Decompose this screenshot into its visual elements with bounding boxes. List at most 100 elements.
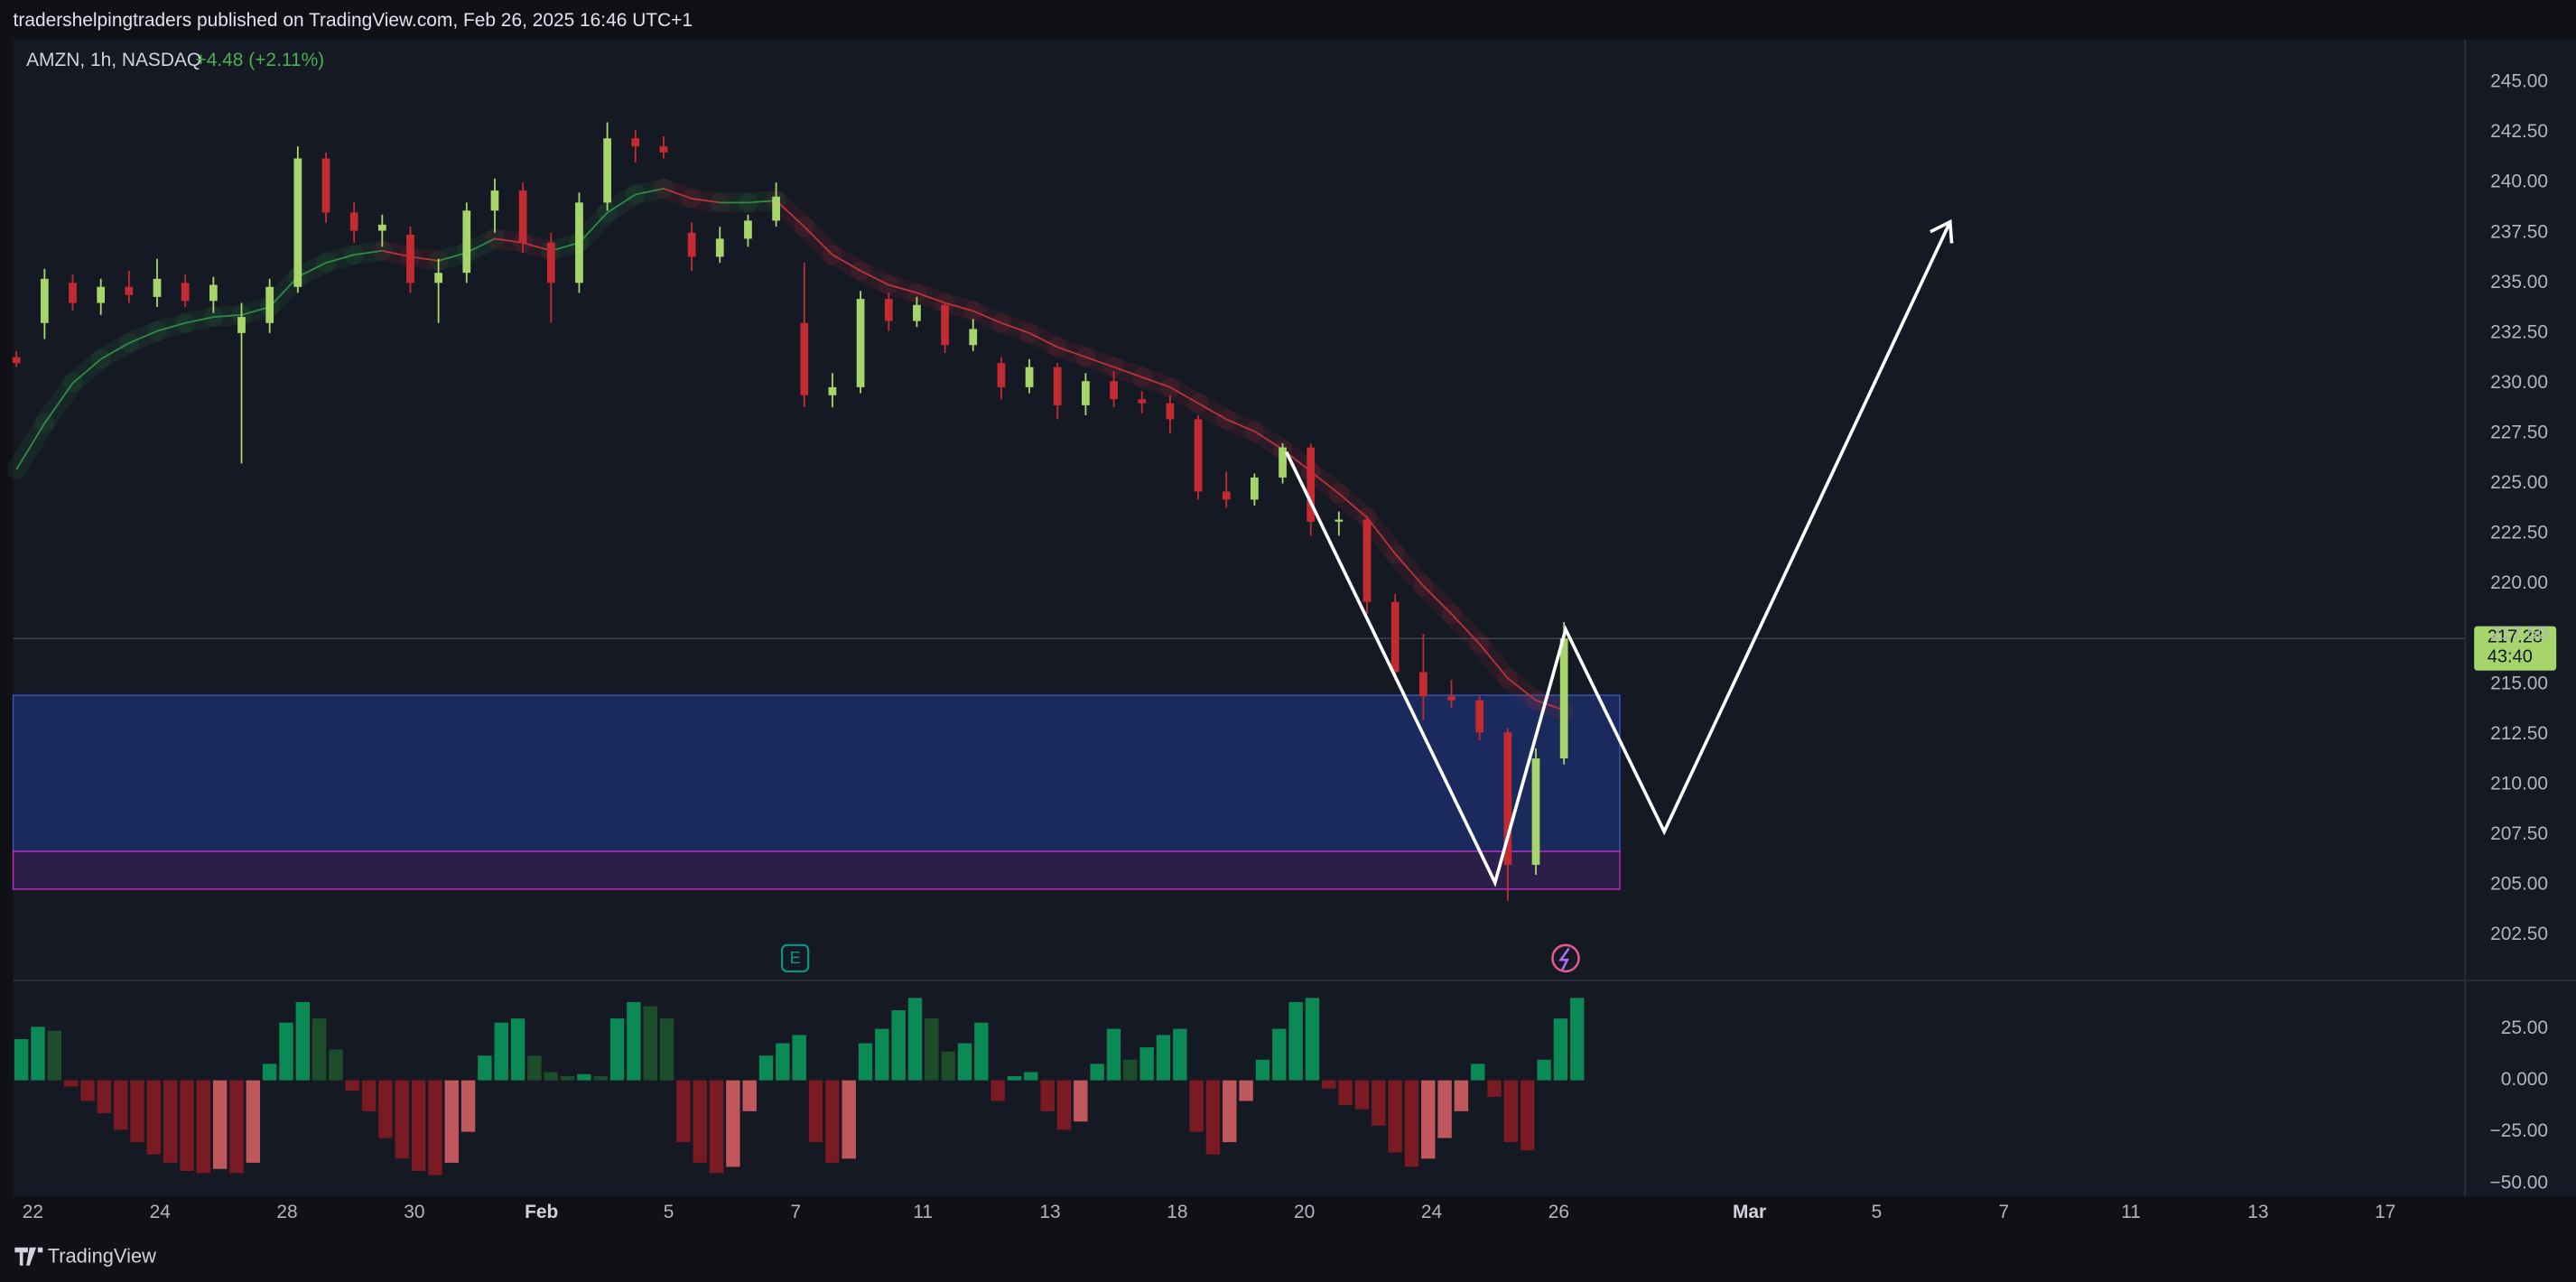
histogram-bar — [80, 1080, 95, 1101]
earnings-label[interactable]: E — [790, 949, 801, 967]
y-tick-label: 232.50 — [2490, 321, 2548, 342]
x-tick-label: 28 — [276, 1202, 297, 1222]
ema-segment — [775, 200, 805, 228]
histogram-bar — [279, 1022, 293, 1081]
x-tick-label: 17 — [2375, 1202, 2395, 1222]
ema-segment — [241, 306, 270, 316]
candle-body — [434, 273, 443, 283]
candle-body — [237, 317, 246, 333]
histogram-bar — [510, 1018, 525, 1081]
y-tick-label: 215.00 — [2490, 673, 2548, 693]
dividend-icon[interactable] — [1551, 943, 1580, 973]
ema-segment — [269, 276, 299, 308]
plot: 22 24 28 30 Feb 5 7 11 13 18 20 24 26 Mar 5 7 11 13 17 — [6, 122, 2465, 1222]
candle-body — [209, 284, 218, 302]
histogram-bar — [808, 1080, 823, 1143]
x-tick-label: 7 — [1998, 1202, 2009, 1222]
y-tick-label: 217.50 — [2490, 623, 2548, 644]
histogram-bar — [1553, 1018, 1568, 1081]
histogram-bar — [229, 1080, 244, 1174]
candle-body — [518, 190, 527, 243]
y-tick-label: 245.00 — [2490, 71, 2548, 92]
y-tick-label: 222.50 — [2490, 523, 2548, 543]
candle-body — [1251, 477, 1259, 500]
candle-body — [12, 357, 21, 364]
ema-segment — [1225, 418, 1255, 432]
histogram-bar — [1305, 998, 1320, 1081]
y-tick-label: 25.00 — [2501, 1017, 2548, 1038]
ema-segment — [71, 358, 102, 385]
x-tick-label: 24 — [150, 1202, 172, 1222]
ema-segment — [297, 262, 327, 278]
candle-body — [687, 232, 696, 257]
x-tick-label: 7 — [791, 1202, 802, 1222]
histogram-bar — [1189, 1080, 1204, 1132]
candle-body — [406, 234, 414, 283]
histogram-bar — [609, 1018, 625, 1081]
ema-segment — [888, 283, 917, 294]
histogram-bar — [825, 1080, 840, 1163]
y-tick-label: 242.50 — [2490, 121, 2548, 142]
histogram-bar — [1173, 1028, 1187, 1081]
ema-segment — [325, 254, 355, 264]
histogram-bar — [295, 1001, 310, 1081]
countdown: 43:40 — [2488, 646, 2533, 666]
histogram-bar — [1354, 1080, 1370, 1110]
histogram-bar — [1255, 1059, 1270, 1081]
candle-body — [349, 212, 358, 231]
x-tick-label: 5 — [1872, 1202, 1883, 1222]
x-tick-label: Mar — [1733, 1202, 1766, 1222]
histogram-bar — [130, 1080, 144, 1143]
ema-segment — [522, 241, 552, 252]
candle-body — [1531, 758, 1540, 865]
histogram-bar — [560, 1076, 575, 1081]
ema-segment — [1253, 431, 1284, 451]
histogram-bar — [1139, 1047, 1154, 1081]
candle-body — [1082, 381, 1090, 405]
histogram-bar — [907, 998, 923, 1081]
histogram-bar — [444, 1080, 459, 1163]
ema-segment — [1535, 699, 1565, 711]
ema-segment — [1338, 492, 1368, 519]
histogram-bar — [643, 1006, 657, 1081]
earnings-icon[interactable] — [780, 943, 810, 973]
ema-segment — [494, 237, 524, 244]
histogram-bar — [212, 1080, 228, 1169]
histogram-bar — [460, 1080, 476, 1132]
ema-segment — [213, 313, 242, 318]
candle-body — [1390, 601, 1400, 673]
candle-body — [462, 210, 471, 274]
histogram-bar — [776, 1043, 790, 1081]
ema-segment — [1169, 386, 1199, 404]
y-tick-label: 225.00 — [2490, 472, 2548, 493]
candle-body — [321, 158, 330, 213]
histogram-bar — [411, 1080, 426, 1172]
projection-arrowhead — [1930, 218, 1954, 244]
candle-body — [659, 146, 668, 153]
ema-segment — [832, 254, 861, 272]
y-tick-label: 235.00 — [2490, 272, 2548, 293]
histogram-bar — [1156, 1035, 1171, 1081]
ema-segment — [1141, 376, 1171, 388]
histogram-bar — [31, 1027, 45, 1081]
histogram-bar — [1272, 1028, 1287, 1081]
histogram-bar — [246, 1080, 260, 1163]
histogram-bar — [163, 1080, 178, 1163]
candle-body — [1025, 367, 1034, 387]
candle-body — [1418, 672, 1427, 697]
histogram-bar — [196, 1080, 210, 1174]
histogram-bar — [758, 1055, 774, 1081]
y-tick-label: 202.50 — [2490, 924, 2548, 944]
histogram-bar — [1056, 1080, 1072, 1130]
ema-segment — [1507, 677, 1537, 701]
ema-segment — [382, 249, 411, 258]
x-tick-label: Feb — [525, 1202, 558, 1222]
histogram-bar — [345, 1080, 359, 1092]
histogram-bar — [693, 1080, 707, 1163]
histogram-bar — [1090, 1064, 1104, 1081]
histogram-bar — [47, 1030, 62, 1081]
ema-segment — [578, 211, 609, 244]
ema-segment — [748, 200, 777, 204]
candle-body — [941, 304, 949, 346]
ema-segment — [43, 382, 74, 424]
